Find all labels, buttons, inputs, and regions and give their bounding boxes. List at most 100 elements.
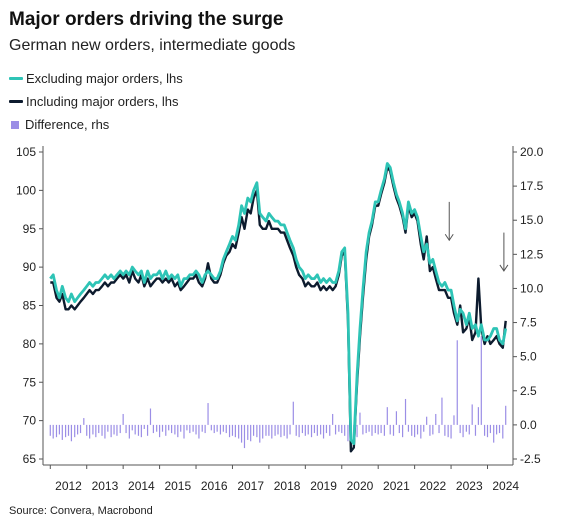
difference-bar [259,424,261,443]
difference-bar [149,408,152,425]
difference-bar [429,424,431,436]
difference-bar [213,424,215,434]
difference-bar [52,424,54,439]
difference-bar [444,424,446,436]
x-tick-label: 2015 [164,479,191,493]
left-tick-label: 70 [23,414,37,428]
difference-bar [98,424,100,434]
difference-bar [240,424,243,443]
difference-bar [113,424,115,435]
difference-bar [283,424,285,436]
difference-bar [453,415,455,425]
x-tick-label: 2016 [201,479,228,493]
difference-bar [365,424,367,434]
legend: Excluding major orders, lhs Including ma… [9,67,183,136]
x-tick-label: 2019 [310,479,337,493]
difference-bar [383,424,385,436]
right-tick-label: 7.5 [520,316,537,330]
chart-title: Major orders driving the surge [9,9,284,30]
difference-bar [292,401,294,425]
difference-bar [362,424,364,435]
x-tick-label: 2024 [492,479,519,493]
difference-bar [125,424,127,434]
legend-label-including: Including major orders, lhs [26,94,179,109]
difference-bar [301,424,304,434]
series-lines [49,162,508,453]
x-tick-label: 2023 [456,479,483,493]
difference-bar [198,424,200,439]
difference-bar [310,424,313,438]
difference-bar [152,424,154,434]
legend-swatch-excluding [9,77,23,80]
difference-bar [414,424,416,438]
difference-bar [416,424,419,435]
difference-bar [468,424,470,435]
legend-item-excluding: Excluding major orders, lhs [9,67,183,90]
difference-bar [493,424,495,443]
difference-bar [195,424,197,435]
difference-bar [316,424,318,436]
difference-bar [161,424,164,432]
x-tick-label: 2013 [92,479,119,493]
x-tick-label: 2018 [274,479,301,493]
difference-bar [338,424,340,432]
x-tick-label: 2012 [55,479,82,493]
difference-bar [186,424,188,431]
difference-bar [238,424,240,439]
difference-bar [477,407,479,425]
difference-bar [389,424,391,435]
difference-bar [489,424,492,434]
difference-bar [471,404,473,425]
left-tick-label: 85 [23,299,37,313]
x-tick-label: 2017 [237,479,264,493]
legend-item-difference: Difference, rhs [9,113,183,136]
difference-bar [447,424,449,438]
legend-swatch-difference [11,120,19,129]
difference-bar [110,424,112,438]
difference-bar [146,424,149,436]
source-note: Source: Convera, Macrobond [9,505,153,517]
difference-bar [320,424,322,435]
difference-bar [101,424,103,436]
difference-bar [407,424,410,432]
excluding-line [49,162,508,445]
left-tick-label: 80 [23,337,37,351]
difference-bar [137,424,140,436]
difference-bar [134,424,136,435]
difference-bar [262,424,264,439]
difference-bar [79,424,82,434]
difference-bar [432,424,434,435]
difference-bar [459,424,461,434]
difference-bar [420,424,422,439]
difference-bar [356,424,358,438]
right-tick-label: 5.0 [520,350,537,364]
difference-bar [189,424,191,434]
left-tick-label: 100 [16,183,36,197]
x-tick-label: 2014 [128,479,155,493]
difference-bar [411,424,413,436]
difference-bar [274,424,276,436]
difference-bar [359,412,361,425]
x-tick-label: 2020 [347,479,374,493]
difference-bar [222,424,224,432]
right-tick-label: -2.5 [520,452,541,466]
difference-bar [74,424,76,438]
difference-bar [192,424,194,432]
difference-bar [325,424,328,434]
difference-bar [207,403,209,425]
difference-bars [49,336,507,451]
difference-bar [70,424,73,442]
difference-bar [374,424,376,434]
legend-item-including: Including major orders, lhs [9,90,183,113]
down-arrow-head [444,233,454,242]
difference-bar [395,411,398,425]
difference-bar [210,424,212,431]
difference-bar [177,424,179,438]
difference-bar [201,424,203,432]
down-arrow-head [499,264,509,272]
difference-bar [165,424,167,436]
difference-bar [228,424,231,438]
right-tick-label: 15.0 [520,213,544,227]
x-tick-label: 2021 [383,479,410,493]
left-tick-label: 75 [23,375,37,389]
